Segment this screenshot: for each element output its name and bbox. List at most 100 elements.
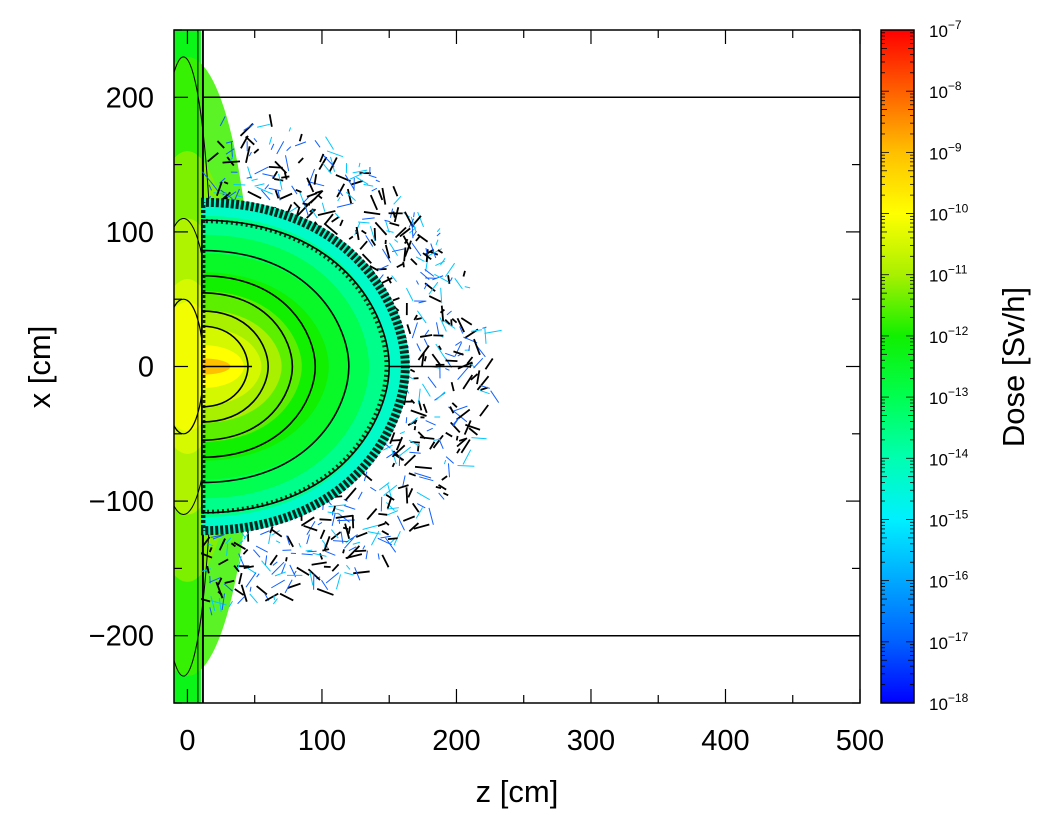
tick-base: 10 — [929, 267, 948, 286]
dose-track — [440, 287, 443, 304]
dose-track — [283, 172, 288, 180]
dose-track — [212, 534, 225, 540]
dose-track — [252, 549, 261, 558]
dose-track — [451, 405, 468, 413]
dose-track — [237, 596, 245, 605]
dose-track — [330, 529, 339, 539]
dose-track — [319, 518, 332, 521]
tick-base: 10 — [929, 450, 948, 469]
dose-track — [426, 427, 433, 432]
dose-track — [392, 248, 405, 253]
dose-track — [490, 390, 500, 403]
dose-track — [347, 526, 351, 535]
dose-track — [271, 579, 285, 589]
dose-track — [234, 188, 240, 201]
dose-track — [389, 242, 398, 256]
dose-track — [438, 438, 444, 450]
dose-track — [325, 136, 334, 150]
dose-track — [230, 542, 236, 548]
dose-track — [406, 324, 412, 335]
dose-track — [256, 585, 268, 596]
dose-track — [368, 174, 377, 179]
dose-track — [346, 188, 353, 204]
tick-exponent: −12 — [948, 324, 969, 338]
dose-track — [209, 181, 219, 192]
dose-track — [201, 536, 211, 548]
dose-track — [416, 310, 427, 324]
dose-track — [343, 505, 356, 510]
dose-track — [233, 564, 240, 573]
dose-track — [268, 165, 283, 169]
dose-track — [447, 463, 451, 478]
x-tick-label: 400 — [701, 725, 749, 757]
tick-exponent: −16 — [948, 569, 969, 583]
dose-track — [403, 454, 416, 467]
dose-track — [210, 600, 227, 606]
dose-track — [370, 486, 377, 492]
dose-track — [413, 212, 415, 218]
dose-track — [225, 140, 234, 144]
dose-track — [342, 549, 345, 554]
dose-track — [454, 342, 463, 357]
dose-track — [242, 548, 249, 555]
dose-track — [324, 550, 336, 556]
dose-track — [217, 577, 223, 586]
dose-track — [286, 535, 294, 548]
dose-track — [373, 227, 377, 241]
dose-track — [471, 329, 483, 332]
dose-track — [201, 598, 211, 603]
dose-track — [394, 239, 399, 243]
colorbar-tick-label: 10−12 — [929, 324, 969, 347]
dose-track — [411, 222, 414, 239]
dose-track — [256, 186, 273, 195]
dose-track — [288, 127, 292, 132]
dose-track — [307, 550, 317, 553]
dose-track — [435, 260, 445, 267]
dose-track — [233, 541, 246, 550]
dose-track — [476, 345, 486, 358]
dose-track — [384, 520, 390, 526]
dose-track — [436, 228, 441, 233]
plot-area — [174, 30, 860, 703]
dose-track — [361, 253, 372, 264]
dose-track — [224, 579, 235, 584]
dose-track — [392, 297, 400, 302]
dose-track — [386, 497, 393, 509]
dose-track — [274, 571, 286, 577]
dose-track — [306, 177, 315, 193]
dose-track — [355, 226, 360, 241]
dose-track — [409, 451, 421, 454]
dose-track — [484, 329, 502, 334]
dose-track — [416, 491, 430, 501]
dose-track — [417, 345, 430, 361]
dose-track — [473, 338, 481, 356]
x-axis-label: z [cm] — [476, 774, 559, 809]
dose-track — [392, 211, 396, 218]
dose-track — [410, 216, 417, 232]
colorbar-ticks: 10−710−810−910−1010−1110−1210−1310−1410−… — [881, 18, 969, 714]
dose-track — [363, 183, 374, 187]
dose-track — [415, 507, 423, 519]
dose-track — [413, 314, 418, 321]
dose-track — [449, 277, 453, 282]
dose-track — [422, 403, 428, 414]
dose-track — [303, 524, 318, 532]
dose-track — [446, 310, 452, 316]
dose-track — [298, 133, 303, 142]
dose-track — [362, 545, 366, 550]
dose-track — [404, 238, 409, 245]
dose-track — [317, 522, 323, 526]
colorbar-tick-label: 10−11 — [929, 263, 968, 286]
tick-base: 10 — [929, 22, 948, 41]
dose-track — [381, 277, 393, 285]
dose-track — [438, 345, 442, 351]
dose-track — [307, 180, 325, 187]
dose-track — [374, 221, 388, 236]
dose-track — [219, 116, 226, 127]
dose-track — [383, 444, 393, 451]
dose-track — [310, 208, 318, 219]
tick-base: 10 — [929, 389, 948, 408]
dose-track — [316, 588, 334, 596]
dose-track — [352, 541, 361, 545]
tick-exponent: −9 — [948, 140, 962, 154]
